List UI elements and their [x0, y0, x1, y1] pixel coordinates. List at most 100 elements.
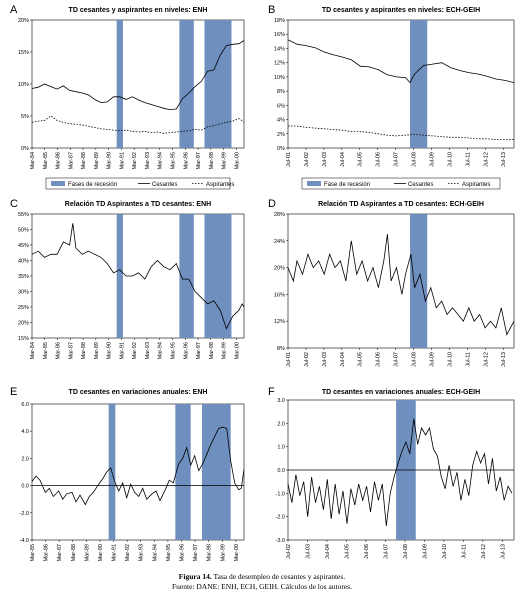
recession-band	[410, 20, 428, 148]
y-tick-label: 15%	[18, 336, 29, 342]
panel-letter: A	[10, 4, 18, 16]
y-tick-label: 18%	[274, 18, 285, 24]
y-tick-label: 20%	[274, 266, 285, 272]
x-tick-label: Mar-92	[132, 152, 138, 169]
x-tick-label: Jul-01	[286, 352, 292, 367]
x-tick-label: Jul-04	[325, 544, 331, 559]
y-tick-label: 3.0	[277, 398, 285, 404]
y-tick-label: 16%	[274, 292, 285, 298]
y-tick-label: 2%	[277, 132, 285, 138]
x-tick-label: Mar-87	[68, 152, 74, 169]
y-tick-label: 14%	[274, 46, 285, 52]
x-tick-label: Jul-07	[394, 352, 400, 367]
caption-text: Tasa de desempleo de cesantes y aspirant…	[213, 572, 346, 581]
y-tick-label: 6.0	[21, 402, 29, 408]
series-line-main	[31, 426, 245, 506]
x-tick-label: Jul-03	[305, 544, 311, 559]
x-tick-label: Mar-86	[44, 544, 50, 561]
x-tick-label: Mar-91	[119, 342, 125, 359]
legend-label: Fases de recesión	[68, 182, 117, 188]
y-tick-label: 28%	[274, 212, 285, 218]
panel-letter: C	[10, 198, 18, 210]
x-tick-label: Mar-96	[183, 342, 189, 359]
x-tick-label: Jul-12	[483, 152, 489, 167]
y-tick-label: 4.0	[21, 429, 29, 435]
source-text: Fuente: DANE: ENH, ECH, GEIH. Cálculos d…	[172, 582, 352, 591]
y-tick-label: -4.0	[20, 538, 29, 544]
x-tick-label: Jul-06	[376, 352, 382, 367]
x-tick-label: Mar-84	[30, 342, 36, 359]
y-tick-label: 5%	[21, 114, 29, 120]
x-tick-label: Mar-88	[71, 544, 77, 561]
x-tick-label: Mar-87	[68, 342, 74, 359]
x-tick-label: Jul-13	[501, 152, 507, 167]
x-tick-label: Jul-04	[340, 352, 346, 367]
x-tick-label: Mar-96	[179, 544, 185, 561]
x-tick-label: Jul-02	[286, 544, 292, 559]
recession-band	[202, 404, 231, 540]
recession-band	[179, 20, 194, 148]
recession-band	[175, 404, 191, 540]
x-tick-label: Jul-05	[358, 152, 364, 167]
recession-band	[204, 214, 232, 338]
x-tick-label: Mar-00	[234, 152, 240, 169]
legend-box	[301, 177, 501, 190]
panel-title: TD cesantes en variaciones anuales: ECH-…	[322, 389, 480, 396]
panel-letter: B	[268, 4, 275, 16]
y-tick-label: 50%	[18, 228, 29, 234]
y-tick-label: 55%	[18, 212, 29, 218]
recession-band	[410, 214, 428, 348]
x-tick-label: Mar-94	[158, 342, 164, 359]
legend: Fases de recesión Cesantes Aspirantes	[45, 177, 234, 190]
x-tick-label: Mar-98	[207, 544, 213, 561]
x-tick-label: Jul-12	[481, 544, 487, 559]
panel-title: TD cesantes y aspirantes en niveles: ENH	[69, 7, 208, 14]
x-tick-label: Jul-02	[304, 352, 310, 367]
x-tick-label: Mar-85	[43, 152, 49, 169]
chart-panel-e: E TD cesantes en variaciones anuales: ENH…	[10, 386, 245, 561]
x-tick-label: Mar-97	[196, 152, 202, 169]
x-tick-label: Jul-01	[286, 152, 292, 167]
x-tick-label: Mar-92	[125, 544, 131, 561]
y-tick-label: 40%	[18, 259, 29, 265]
y-tick-label: 12%	[274, 61, 285, 67]
x-tick-label: Jul-10	[447, 152, 453, 167]
series-line-cesantes	[31, 40, 245, 111]
y-tick-label: 20%	[18, 18, 29, 24]
x-tick-label: Jul-07	[394, 152, 400, 167]
y-tick-label: 10%	[18, 82, 29, 88]
recession-band	[204, 20, 232, 148]
x-tick-label: Mar-95	[170, 152, 176, 169]
x-tick-label: Jul-08	[403, 544, 409, 559]
y-tick-label: 12%	[274, 319, 285, 325]
x-tick-label: Mar-87	[57, 544, 63, 561]
y-tick-label: 15%	[18, 50, 29, 56]
series-line-main	[287, 234, 515, 336]
x-tick-label: Jul-10	[447, 352, 453, 367]
plot-frame	[287, 19, 515, 149]
x-tick-label: Mar-94	[158, 152, 164, 169]
x-tick-label: Mar-95	[170, 342, 176, 359]
x-tick-label: Jul-08	[412, 152, 418, 167]
legend-box	[45, 177, 231, 190]
y-tick-label: 8%	[277, 89, 285, 95]
figure-source: Fuente: DANE: ENH, ECH, GEIH. Cálculos d…	[0, 582, 524, 591]
panel-letter: D	[268, 198, 276, 210]
x-tick-label: Jul-06	[376, 152, 382, 167]
x-tick-label: Mar-85	[43, 342, 49, 359]
legend: Fase de recesión Cesantes Aspirantes	[301, 177, 501, 190]
x-tick-label: Jul-09	[429, 152, 435, 167]
y-tick-label: 6%	[277, 103, 285, 109]
x-tick-label: Jul-06	[364, 544, 370, 559]
x-tick-label: Jul-09	[422, 544, 428, 559]
panel-title: TD cesantes en variaciones anuales: ENH	[69, 389, 208, 396]
x-tick-label: Jul-10	[442, 544, 448, 559]
x-tick-label: Mar-00	[234, 544, 240, 561]
legend-swatch-recession	[307, 181, 321, 186]
legend-swatch-recession	[51, 181, 65, 186]
panel-letter: E	[10, 386, 17, 398]
x-tick-label: Jul-02	[304, 152, 310, 167]
x-tick-label: Jul-05	[358, 352, 364, 367]
x-tick-label: Jul-04	[340, 152, 346, 167]
x-tick-label: Mar-89	[94, 342, 100, 359]
